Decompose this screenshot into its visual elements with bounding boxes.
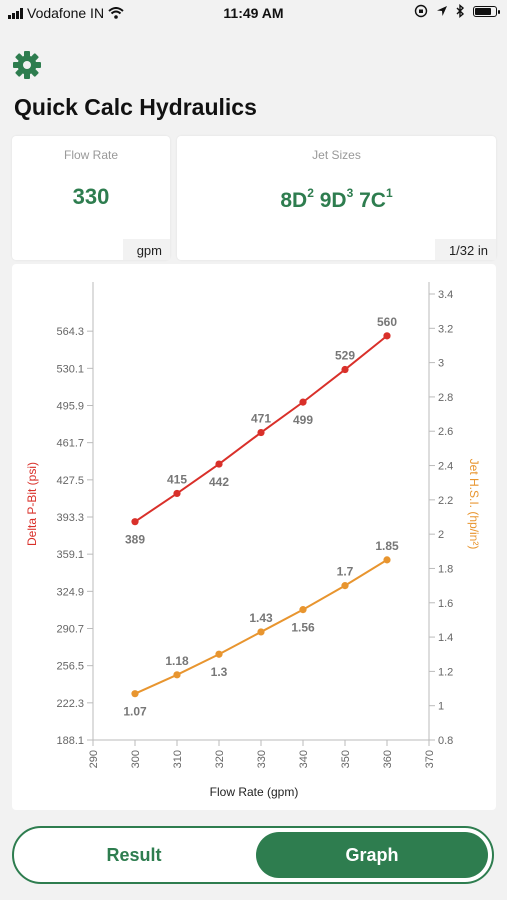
status-time: 11:49 AM (223, 5, 284, 21)
series-point-0 (257, 428, 265, 437)
tab-graph[interactable]: Graph (256, 832, 488, 878)
data-label-1: 1.56 (291, 621, 315, 635)
status-bar: Vodafone IN 11:49 AM (0, 0, 507, 28)
jet-sizes-unit: 1/32 in (434, 239, 496, 260)
signal-icon (8, 7, 23, 19)
jet-sizes-label: Jet Sizes (312, 148, 361, 162)
data-label-1: 1.3 (211, 665, 228, 679)
series-point-1 (341, 582, 349, 590)
y-right-tick-label: 2.4 (438, 461, 453, 473)
y-right-tick-label: 3.2 (438, 323, 453, 335)
y-axis-right-label: Jet H.S.I. (hp/in²) (467, 459, 481, 550)
tab-result[interactable]: Result (106, 844, 162, 865)
y-right-tick-label: 2.2 (438, 495, 453, 507)
battery-level (475, 7, 492, 15)
jet-size-2: 9D3 (319, 186, 354, 212)
x-tick-label: 300 (130, 750, 142, 768)
page-title: Quick Calc Hydraulics (14, 94, 257, 120)
y-right-tick-label: 2.8 (438, 392, 453, 404)
y-left-tick-label: 222.3 (56, 698, 84, 710)
data-label-0: 560 (377, 315, 397, 329)
flow-rate-value: 330 (72, 184, 110, 209)
data-label-0: 529 (335, 349, 355, 363)
series-point-1 (257, 628, 265, 636)
bluetooth-icon (456, 4, 465, 18)
y-left-tick-label: 256.5 (56, 661, 84, 673)
data-label-0: 415 (167, 472, 187, 486)
series-point-0 (173, 489, 181, 498)
y-right-tick-label: 3.4 (438, 289, 453, 301)
jet-size-1: 8D2 (280, 186, 314, 212)
series-point-1 (215, 650, 223, 658)
flow-rate-card[interactable]: Flow Rate 330 gpm (12, 136, 170, 260)
x-tick-label: 310 (172, 750, 184, 768)
wifi-icon (108, 7, 124, 19)
location-icon (437, 6, 447, 16)
gear-icon (13, 51, 41, 79)
jet-sizes-card[interactable]: Jet Sizes 8D2 9D3 7C1 1/32 in (177, 136, 496, 260)
y-left-tick-label: 564.3 (56, 326, 84, 338)
data-label-0: 471 (251, 412, 271, 426)
y-right-tick-label: 2.6 (438, 426, 453, 438)
y-left-tick-label: 461.7 (56, 438, 84, 450)
data-label-0: 442 (209, 475, 229, 489)
y-axis-left-label: Delta P-Bit (psi) (25, 462, 39, 546)
y-left-tick-label: 188.1 (56, 735, 84, 747)
jet-size-3: 7C1 (359, 186, 393, 212)
y-left-tick-label: 290.7 (56, 624, 84, 636)
flow-rate-label: Flow Rate (63, 148, 119, 162)
jet-sizes-value: 8D2 9D3 7C1 (177, 186, 496, 213)
data-label-1: 1.18 (165, 654, 189, 668)
y-right-tick-label: 0.8 (438, 735, 453, 747)
series-point-1 (299, 606, 307, 614)
battery-icon (473, 5, 500, 17)
series-point-0 (131, 518, 139, 526)
series-line-1 (134, 559, 388, 695)
series-point-1 (173, 671, 181, 679)
y-right-tick-label: 1.4 (438, 632, 453, 644)
data-label-1: 1.7 (337, 565, 354, 579)
y-left-tick-label: 393.3 (56, 512, 84, 524)
data-label-0: 499 (293, 413, 313, 427)
y-right-tick-label: 2 (438, 529, 444, 541)
data-label-0: 389 (125, 533, 145, 547)
carrier-name: Vodafone IN (27, 5, 105, 21)
status-left: Vodafone IN (8, 5, 124, 21)
series-point-1 (383, 556, 391, 564)
x-tick-label: 340 (298, 750, 310, 768)
series-point-0 (383, 332, 391, 340)
x-tick-label: 360 (382, 750, 394, 768)
flow-rate-unit: gpm (122, 239, 170, 260)
y-left-tick-label: 530.1 (56, 363, 84, 375)
y-right-tick-label: 1.2 (438, 666, 453, 678)
hydraulics-chart: 188.1 222.3 256.5 290.7 324.9 359.1 393.3 427.5… (25, 282, 481, 799)
x-tick-label: 350 (340, 750, 352, 768)
view-toggle: Result Graph (12, 826, 494, 884)
orientation-lock-icon (414, 4, 428, 18)
y-left-tick-label: 495.9 (56, 401, 84, 413)
x-tick-label: 290 (88, 750, 100, 768)
y-right-tick-label: 1.6 (438, 598, 453, 610)
y-right-tick-label: 1.8 (438, 563, 453, 575)
x-tick-label: 330 (256, 750, 268, 768)
settings-button[interactable] (12, 50, 42, 80)
x-tick-label: 370 (424, 750, 436, 768)
data-label-1: 1.43 (249, 611, 273, 625)
series-point-0 (215, 460, 223, 468)
x-tick-label: 320 (214, 750, 226, 768)
chart-card: 188.1 222.3 256.5 290.7 324.9 359.1 393.3 427.5… (12, 264, 496, 810)
series-point-0 (341, 365, 349, 374)
status-right (414, 4, 500, 18)
data-label-1: 1.85 (375, 539, 399, 553)
series-line-0 (134, 335, 388, 523)
y-right-tick-label: 1 (438, 701, 444, 713)
y-left-tick-label: 427.5 (56, 475, 84, 487)
y-left-tick-label: 359.1 (56, 549, 84, 561)
y-right-tick-label: 3 (438, 358, 444, 370)
series-point-0 (299, 398, 307, 406)
y-left-tick-label: 324.9 (56, 586, 84, 598)
series-point-1 (131, 690, 139, 698)
data-label-1: 1.07 (123, 705, 147, 719)
x-axis-label: Flow Rate (gpm) (210, 785, 299, 799)
